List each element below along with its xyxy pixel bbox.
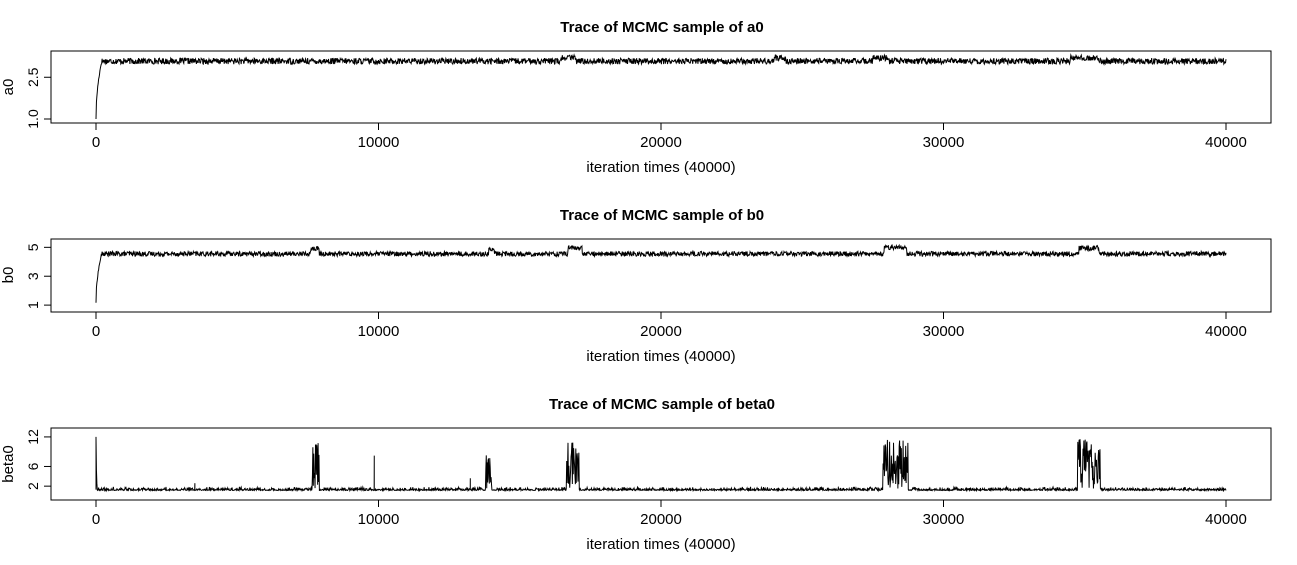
y-tick-label: 5 <box>25 243 41 251</box>
panel-a0: Trace of MCMC sample of a0 0 10000 20000 30… <box>0 19 1272 176</box>
x-tick-label: 10000 <box>358 511 400 528</box>
x-axis-label: iteration times (40000) <box>586 159 735 176</box>
x-tick-label: 20000 <box>640 323 682 340</box>
y-tick-label: 12 <box>25 429 41 445</box>
x-tick-label: 0 <box>92 134 100 151</box>
x-axis: 0 10000 20000 30000 40000 <box>92 500 1247 528</box>
y-tick-label: 2 <box>25 482 41 490</box>
trace-line-b0 <box>95 243 1227 303</box>
y-tick-label: 2.5 <box>25 67 41 87</box>
y-axis: 1 3 5 <box>25 243 51 309</box>
panel-title: Trace of MCMC sample of beta0 <box>549 396 775 413</box>
x-axis: 0 10000 20000 30000 40000 <box>92 312 1247 340</box>
panel-title: Trace of MCMC sample of b0 <box>560 207 764 224</box>
x-tick-label: 10000 <box>358 323 400 340</box>
y-axis-label: b0 <box>0 267 17 284</box>
x-tick-label: 30000 <box>923 323 965 340</box>
x-tick-label: 0 <box>92 511 100 528</box>
x-tick-label: 10000 <box>358 134 400 151</box>
x-tick-label: 20000 <box>640 511 682 528</box>
panel-b0: Trace of MCMC sample of b0 0 10000 20000 30… <box>0 207 1272 365</box>
x-tick-label: 0 <box>92 323 100 340</box>
trace-line-beta0 <box>95 436 1227 493</box>
x-tick-label: 30000 <box>923 511 965 528</box>
y-axis: 2 6 12 <box>25 429 51 490</box>
y-tick-label: 6 <box>25 462 41 470</box>
y-axis: 1.0 2.5 <box>25 67 51 129</box>
x-tick-label: 40000 <box>1205 134 1247 151</box>
x-axis-label: iteration times (40000) <box>586 348 735 365</box>
y-axis-label: beta0 <box>0 445 17 483</box>
x-tick-label: 20000 <box>640 134 682 151</box>
x-axis-label: iteration times (40000) <box>586 536 735 553</box>
trace-line-a0 <box>95 53 1227 120</box>
x-tick-label: 40000 <box>1205 323 1247 340</box>
panel-beta0: Trace of MCMC sample of beta0 0 10000 2000… <box>0 396 1272 553</box>
x-axis: 0 10000 20000 30000 40000 <box>92 123 1247 151</box>
y-tick-label: 1 <box>25 301 41 309</box>
x-tick-label: 40000 <box>1205 511 1247 528</box>
y-axis-label: a0 <box>0 79 17 96</box>
x-tick-label: 30000 <box>923 134 965 151</box>
y-tick-label: 3 <box>25 272 41 280</box>
y-tick-label: 1.0 <box>25 109 41 129</box>
panel-title: Trace of MCMC sample of a0 <box>560 19 763 36</box>
